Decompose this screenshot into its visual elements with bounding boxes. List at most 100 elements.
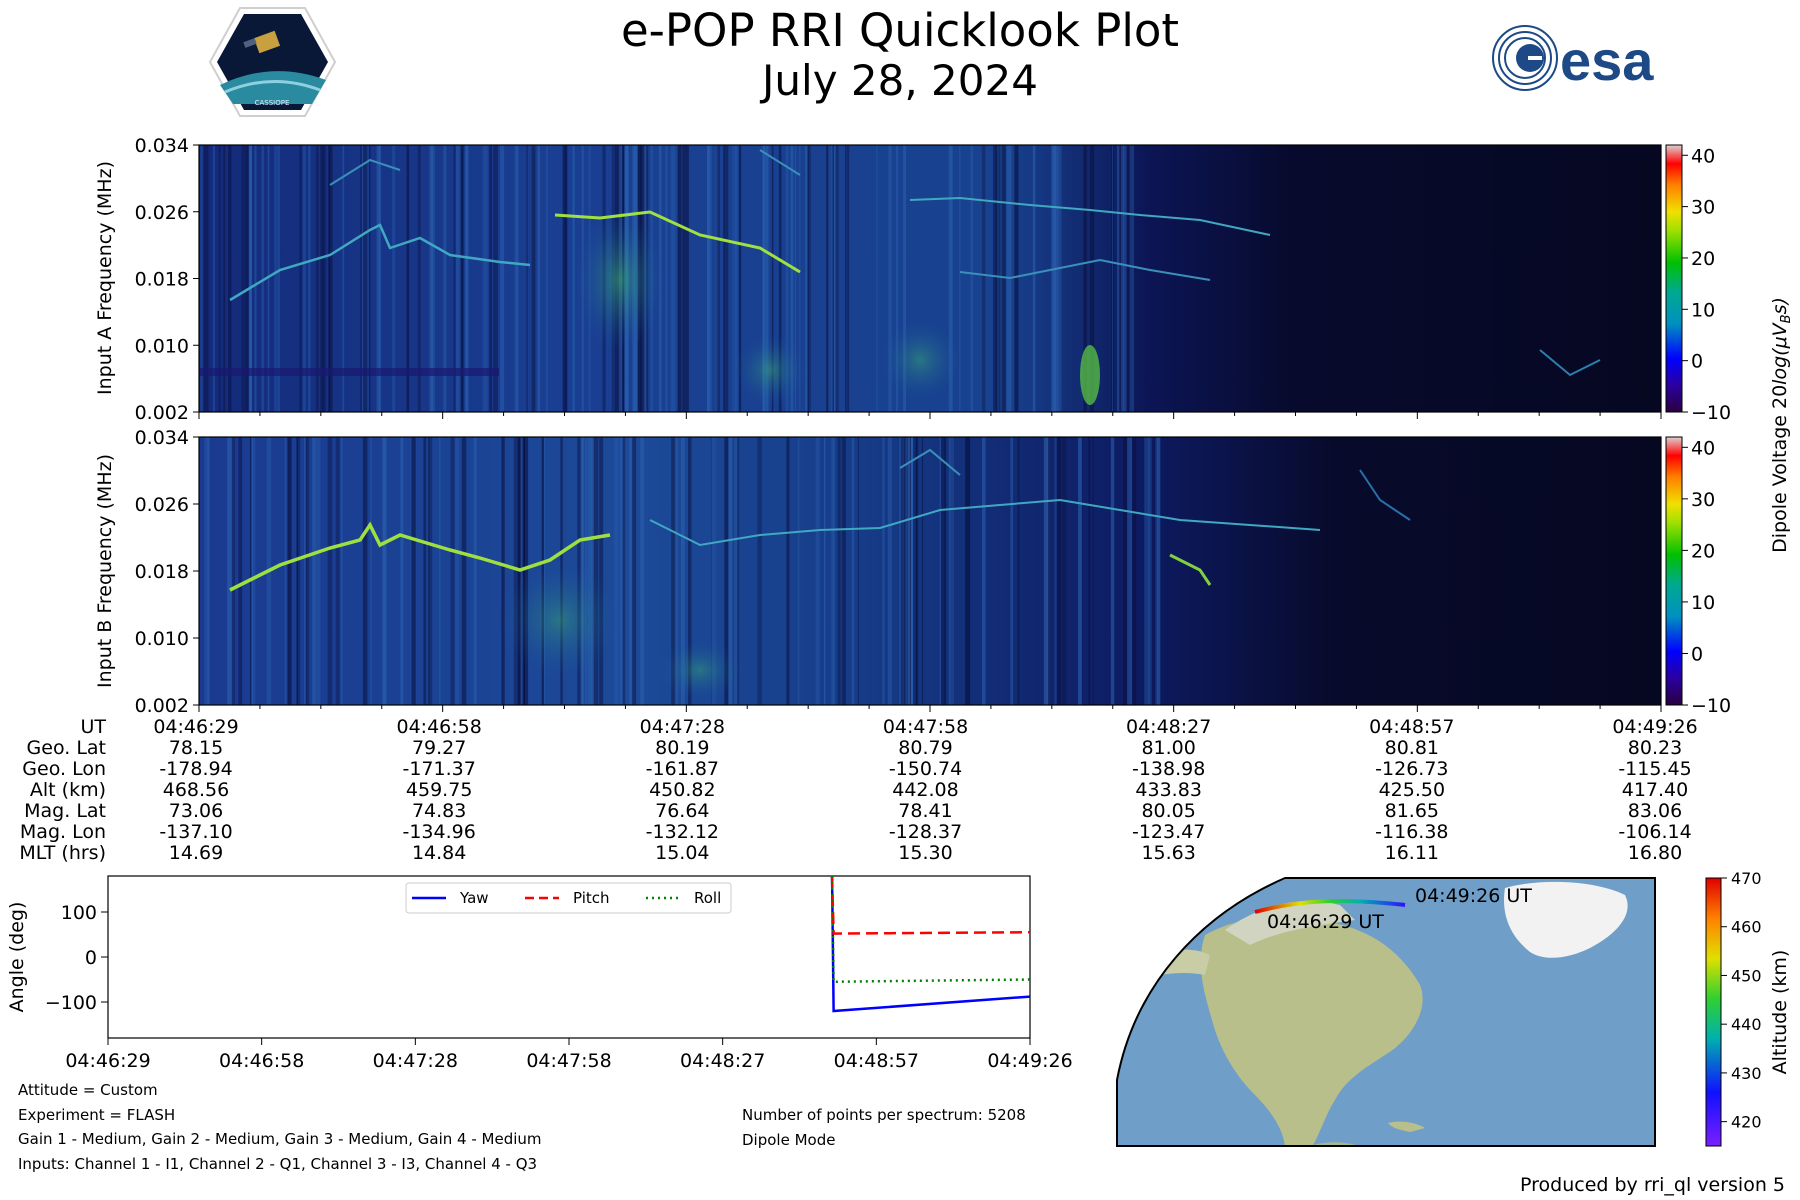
ephemeris-row-label: Alt (km) — [30, 779, 106, 801]
spectrogram-streak — [762, 145, 766, 412]
spectrogram-streak — [1116, 145, 1120, 412]
spectrogram-streak — [1017, 437, 1020, 705]
spectrogram-streak — [845, 145, 847, 412]
altitude-tick-label: 440 — [1731, 1015, 1762, 1034]
spectrogram-streak — [911, 437, 914, 705]
ephemeris-cell: 83.06 — [1628, 800, 1682, 822]
spectrogram-streak — [826, 145, 829, 412]
spectrogram-streak — [807, 145, 809, 412]
spectrogram-streak — [857, 437, 859, 705]
note-mode: Dipole Mode — [742, 1130, 836, 1149]
attitude-xtick-label: 04:47:28 — [373, 1050, 458, 1072]
ephemeris-cell: 04:48:57 — [1369, 716, 1454, 738]
spectrogram-streak — [914, 437, 917, 705]
spectrogram-streak — [799, 145, 801, 412]
spectrogram-streak — [1127, 145, 1132, 412]
altitude-label: Altitude (km) — [1769, 950, 1791, 1075]
spectrogram-streak — [771, 145, 774, 412]
spectrogram-streak — [958, 145, 961, 412]
spectrogram-streak — [1055, 145, 1059, 412]
spectrogram-streak — [362, 437, 368, 705]
spectrogram-streak — [1058, 145, 1062, 412]
spectrogram-streak — [835, 145, 839, 412]
spectrogram-streak — [423, 437, 427, 705]
ephemeris-cell: 80.81 — [1385, 737, 1439, 759]
spectrogram-streak — [899, 437, 902, 705]
spectrogram-streak — [681, 437, 685, 705]
spectrogram-streak — [296, 437, 299, 705]
spectrogram-streak — [738, 145, 742, 412]
spectrogram-streak — [997, 145, 999, 412]
spectrogram-streak — [993, 145, 998, 412]
spectrogram-streak — [948, 437, 954, 705]
ephemeris-cell: 80.79 — [898, 737, 952, 759]
attitude-xtick-label: 04:46:29 — [65, 1050, 150, 1072]
spectrogram-streak — [203, 145, 209, 412]
spectrogram-streak — [261, 145, 264, 412]
spectrogram-streak — [251, 437, 256, 705]
spectrogram-streak — [482, 145, 488, 412]
spectrogram-streak — [614, 437, 619, 705]
spectrogram-streak — [400, 437, 404, 705]
ephemeris-cell: 79.27 — [412, 737, 466, 759]
spectrogram-streak — [1148, 437, 1152, 705]
spectrogram-streak — [828, 145, 830, 412]
ephemeris-row-label: Geo. Lon — [22, 758, 106, 780]
spectrogram-streak — [851, 437, 854, 705]
spectrogram-streak — [1144, 437, 1150, 705]
ephemeris-cell: 04:48:27 — [1126, 716, 1211, 738]
ephemeris-cell: 468.56 — [163, 779, 229, 801]
spectrogram-streak — [248, 145, 252, 412]
spectrogram-streak — [737, 437, 740, 705]
ephemeris-cell: -138.98 — [1132, 758, 1205, 780]
ephemeris-cell: 16.11 — [1385, 842, 1439, 864]
spectrogram-streak — [1111, 145, 1114, 412]
spectrogram-streak — [711, 437, 714, 705]
spectrogram-streak — [734, 145, 738, 412]
colorbar-ticks: −10 0 10 20 30 40 −10 0 10 20 30 40 — [1682, 145, 1731, 717]
spectrogram-streak — [232, 437, 235, 705]
spectrogram-streak — [459, 145, 464, 412]
spectrogram-streak — [941, 437, 947, 705]
note-points: Number of points per spectrum: 5208 — [742, 1106, 1026, 1124]
spectrogram-streak — [1132, 437, 1137, 705]
spectrogram-streak — [837, 437, 842, 705]
orbit-map: 04:46:29 UT 04:49:26 UT — [1116, 877, 1656, 1147]
spectrogram-streak — [921, 437, 924, 705]
spectrogram-streak — [1123, 437, 1127, 705]
spectrogram-streak — [328, 145, 333, 412]
spectrogram-streak — [489, 145, 492, 412]
spectrogram-streak — [832, 437, 835, 705]
spectrogram-streak — [1123, 145, 1127, 412]
spectrogram-streak — [786, 437, 790, 705]
spectrogram-streak — [322, 145, 327, 412]
spectrogram-streak — [501, 437, 505, 705]
spectrogram-streak — [302, 145, 306, 412]
colorbar-bottom — [1665, 436, 1683, 706]
spectrogram-b — [198, 436, 1662, 706]
spectrogram-streak — [1014, 145, 1019, 412]
colorbar-tick-label: 10 — [1691, 592, 1715, 614]
spectrogram-streak — [315, 145, 319, 412]
spectrogram-streak — [670, 145, 675, 412]
colorbar-tick-label: 0 — [1691, 351, 1703, 373]
note-inputs: Inputs: Channel 1 - I1, Channel 2 - Q1, … — [18, 1154, 538, 1173]
spectrogram-streak — [231, 437, 235, 705]
spectrogram-streak — [907, 437, 912, 705]
spectrogram-streak — [684, 145, 689, 412]
spectrogram-streak — [1089, 145, 1095, 412]
spectrogram-streak — [304, 437, 308, 705]
ephemeris-cell: -106.14 — [1618, 821, 1691, 843]
spectrogram-streak — [939, 437, 943, 705]
spectrogram-streak — [724, 437, 730, 705]
ephemeris-cell: 04:47:28 — [640, 716, 725, 738]
attitude-ytick-label: 0 — [85, 947, 97, 969]
spectrogram-streak — [882, 437, 885, 705]
spectrogram-streak — [965, 437, 971, 705]
spectrogram-streak — [1110, 437, 1115, 705]
spectrogram-streak — [714, 437, 716, 705]
spectrogram-streak — [677, 145, 682, 412]
spectrogram-streak — [785, 145, 789, 412]
spectrogram-streak — [852, 437, 855, 705]
